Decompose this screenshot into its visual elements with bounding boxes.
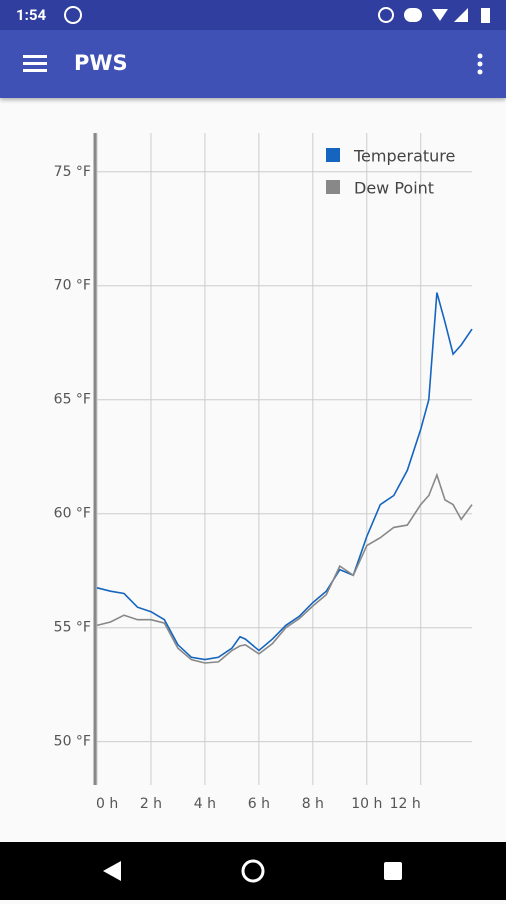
navigation-bar [0,842,506,900]
whatsapp-icon [64,6,82,24]
legend-label: Temperature [353,147,455,166]
y-tick-label: 70 °F [54,278,91,294]
signal-icon [454,8,468,22]
y-tick-label: 60 °F [54,506,91,522]
overflow-menu-button[interactable] [477,53,483,75]
x-tick-label: 6 h [248,796,270,812]
recents-button[interactable] [384,862,402,880]
y-tick-label: 65 °F [54,392,91,408]
sync-icon [378,7,394,23]
nav-icons [103,859,402,883]
x-tick-label: 2 h [140,796,162,812]
x-tick-label: 12 h [390,796,421,812]
x-tick-label: 4 h [194,796,216,812]
app-bar: PWS [0,30,506,98]
wifi-icon [432,9,448,21]
y-tick-label: 75 °F [54,164,91,180]
series-line [96,292,473,661]
menu-button[interactable] [23,55,47,72]
home-button[interactable] [241,859,265,883]
status-time: 1:54 [16,6,47,24]
x-tick-label: 10 h [351,796,382,812]
legend-label: Dew Point [354,179,434,198]
chart: 50 °F 55 °F 60 °F 65 °F 70 °F 75 °F 0 h 2 h 4 h 6… [54,133,473,812]
status-bar: 1:54 [0,0,506,30]
x-tick-label: 0 h [96,796,118,812]
vibrate-icon [404,8,422,22]
legend-swatch [326,180,340,194]
back-button[interactable] [103,861,121,881]
x-tick-label: 8 h [302,796,324,812]
series-line [96,472,473,664]
y-tick-label: 50 °F [54,734,91,750]
y-tick-label: 55 °F [54,620,91,636]
legend-swatch [326,148,340,162]
app-title: PWS [74,51,128,75]
battery-icon [481,8,490,23]
app-bar-icons [23,53,483,75]
status-icons [64,6,490,24]
